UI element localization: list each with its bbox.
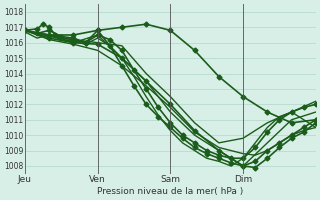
X-axis label: Pression niveau de la mer( hPa ): Pression niveau de la mer( hPa ) bbox=[97, 187, 244, 196]
